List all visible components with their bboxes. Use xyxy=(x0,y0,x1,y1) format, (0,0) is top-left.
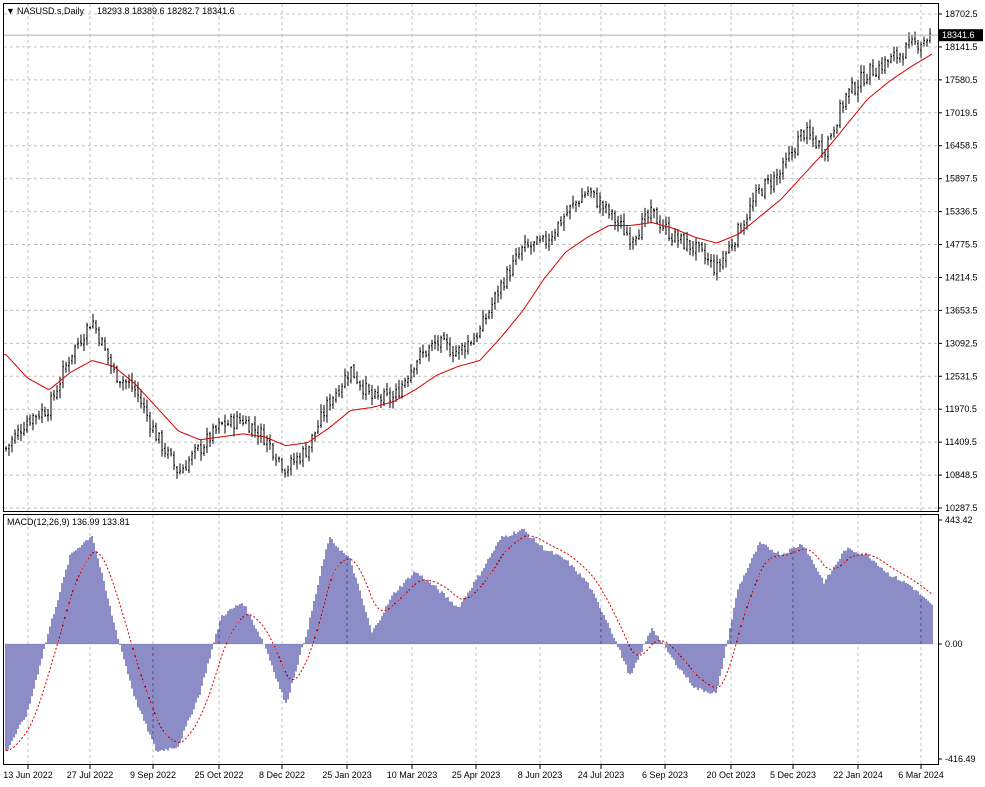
date-tick-label: 8 Jun 2023 xyxy=(518,770,563,780)
price-tick-label: 14214.5 xyxy=(945,272,978,282)
date-tick-label: 9 Sep 2022 xyxy=(130,770,176,780)
date-tick-label: 8 Dec 2022 xyxy=(259,770,305,780)
moving-average xyxy=(4,53,933,447)
date-tick-label: 13 Jun 2022 xyxy=(3,770,53,780)
date-tick-label: 27 Jul 2022 xyxy=(67,770,114,780)
ohlc-values: 18293.8 18389.6 18282.7 18341.6 xyxy=(97,6,235,16)
price-tick-label: 12531.5 xyxy=(945,371,978,381)
price-tick-label: 15336.5 xyxy=(945,207,978,217)
price-panel-frame xyxy=(3,3,939,512)
date-tick-label: 24 Jul 2023 xyxy=(578,770,625,780)
price-tick-label: 11970.5 xyxy=(945,404,977,414)
date-tick-label: 22 Jan 2024 xyxy=(833,770,883,780)
price-tick-label: 10848.5 xyxy=(945,470,978,480)
price-tick-label: 11409.5 xyxy=(945,437,977,447)
macd-tick-label: 443.42 xyxy=(945,515,973,525)
grid-lines xyxy=(4,4,938,764)
price-tick-label: 16458.5 xyxy=(945,141,978,151)
price-tick-label: 10287.5 xyxy=(945,503,978,513)
date-tick-label: 5 Dec 2023 xyxy=(770,770,816,780)
date-tick-label: 25 Apr 2023 xyxy=(452,770,501,780)
header-arrow-icon[interactable]: ▼ xyxy=(6,6,15,16)
symbol-label: NASUSD.s,Daily xyxy=(17,6,85,16)
price-tick-label: 18702.5 xyxy=(945,9,978,19)
price-tick-label: 13653.5 xyxy=(945,305,978,315)
price-tick-label: 17019.5 xyxy=(945,108,978,118)
price-tick-label: 18141.5 xyxy=(945,42,978,52)
price-tick-label: 13092.5 xyxy=(945,338,978,348)
macd-histogram xyxy=(5,528,933,752)
macd-signal-line xyxy=(5,535,933,751)
date-tick-label: 25 Oct 2022 xyxy=(194,770,243,780)
date-tick-label: 6 Mar 2024 xyxy=(898,770,944,780)
macd-panel-frame xyxy=(3,514,939,765)
date-tick-label: 25 Jan 2023 xyxy=(322,770,372,780)
macd-tick-label: -416.49 xyxy=(945,754,976,764)
date-tick-label: 6 Sep 2023 xyxy=(642,770,688,780)
price-tick-label: 15897.5 xyxy=(945,174,978,184)
axes: 18702.5 18141.5 17580.5 17019.5 16458.5 15897… xyxy=(3,9,983,780)
macd-title: MACD(12,26,9) 136.99 133.81 xyxy=(7,517,130,527)
current-price-label: 18341.6 xyxy=(942,30,975,40)
signal-line xyxy=(5,535,933,751)
ma-line xyxy=(4,53,933,447)
current-price-box xyxy=(939,29,983,42)
macd-tick-label: 0.00 xyxy=(945,639,963,649)
date-tick-label: 20 Oct 2023 xyxy=(706,770,755,780)
price-tick-label: 14775.5 xyxy=(945,240,978,250)
price-bars xyxy=(5,28,931,479)
date-tick-label: 10 Mar 2023 xyxy=(387,770,438,780)
price-tick-label: 17580.5 xyxy=(945,75,978,85)
